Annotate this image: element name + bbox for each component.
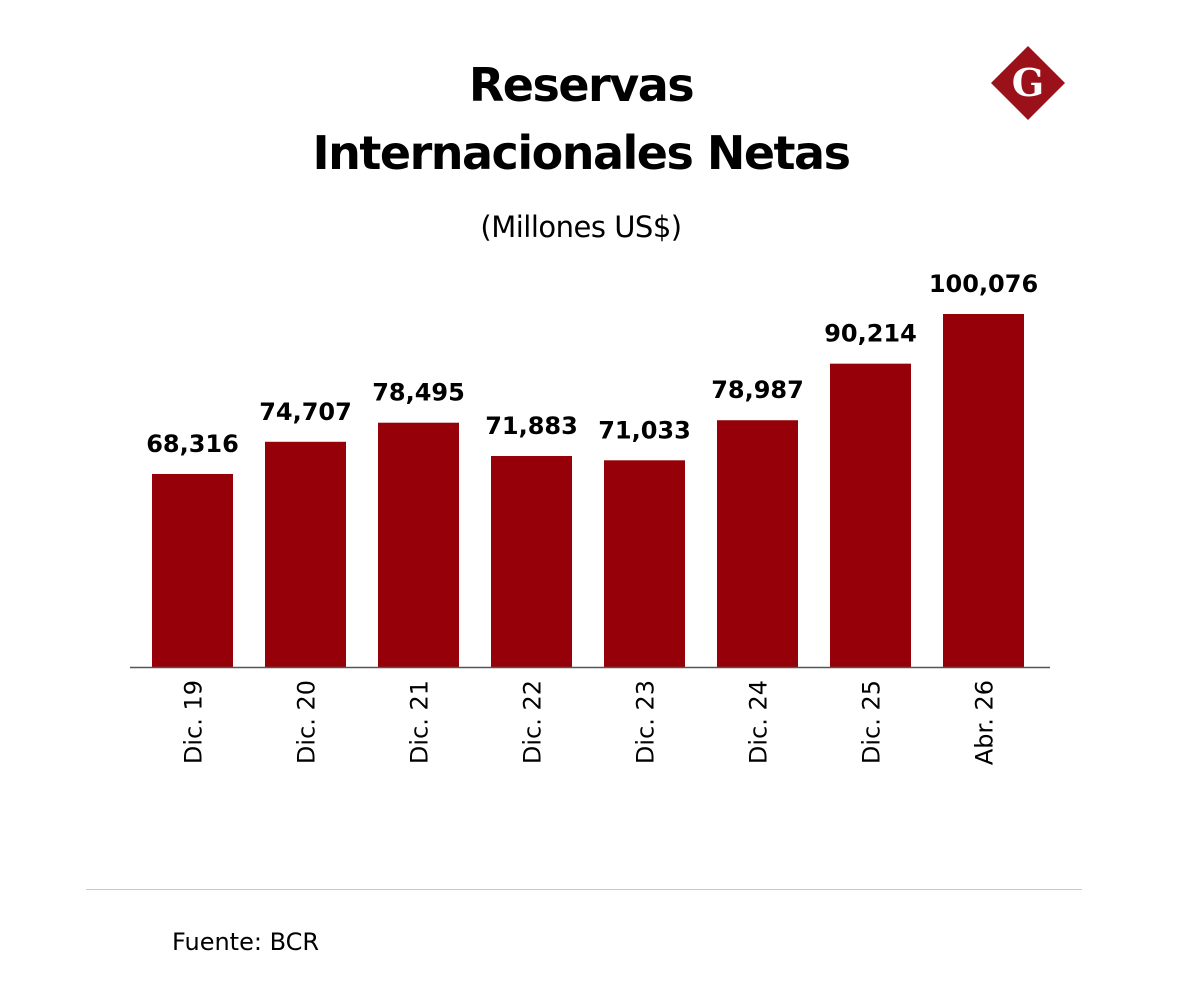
- x-tick-label-0: Dic. 19: [180, 680, 208, 764]
- bar-1: [265, 441, 346, 667]
- data-label-3: 71,883: [485, 412, 578, 440]
- bar-2: [378, 422, 459, 667]
- source-note: Fuente: BCR: [172, 928, 320, 956]
- data-label-4: 71,033: [598, 416, 691, 444]
- bar-5: [717, 420, 798, 667]
- x-tick-label-3: Dic. 22: [519, 680, 547, 764]
- data-label-2: 78,495: [372, 379, 465, 407]
- bar-6: [830, 363, 911, 667]
- data-label-6: 90,214: [824, 320, 917, 348]
- data-label-0: 68,316: [146, 430, 239, 458]
- chart-title-line-1: Reservas: [468, 58, 695, 112]
- data-label-7: 100,076: [929, 270, 1038, 298]
- bar-7: [943, 313, 1024, 667]
- x-tick-label-4: Dic. 23: [632, 680, 660, 764]
- x-tick-label-1: Dic. 20: [293, 680, 321, 764]
- bar-3: [491, 456, 572, 667]
- chart-title-line-2: Internacionales Netas: [312, 126, 851, 180]
- bar-0: [152, 473, 233, 667]
- svg-text:G: G: [1012, 60, 1044, 105]
- x-tick-label-7: Abr. 26: [971, 680, 999, 765]
- data-label-5: 78,987: [711, 376, 804, 404]
- data-label-1: 74,707: [259, 398, 352, 426]
- bar-chart: 68,316 Dic. 19 74,707 Dic. 20 78,495 Dic. 21 7…: [130, 270, 1050, 765]
- x-tick-label-2: Dic. 21: [406, 680, 434, 764]
- x-tick-label-6: Dic. 25: [858, 680, 886, 764]
- chart-subtitle: (Millones US$): [480, 210, 682, 244]
- footer-divider: [86, 889, 1082, 890]
- x-tick-label-5: Dic. 24: [745, 680, 773, 764]
- brand-logo-icon: G: [991, 46, 1065, 120]
- bar-4: [604, 460, 685, 667]
